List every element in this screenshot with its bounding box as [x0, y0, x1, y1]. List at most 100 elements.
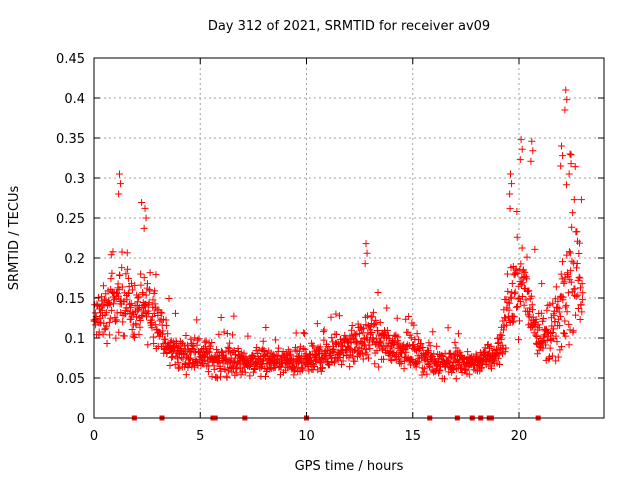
data-point — [563, 251, 571, 259]
data-point — [546, 301, 554, 309]
data-point — [575, 273, 583, 281]
data-point — [418, 371, 426, 379]
data-point — [477, 365, 485, 373]
data-point — [542, 341, 550, 349]
data-point — [374, 326, 382, 334]
data-point — [299, 344, 307, 352]
data-point — [388, 357, 396, 365]
data-point — [158, 309, 166, 317]
data-point — [272, 351, 280, 359]
data-point — [573, 228, 581, 236]
data-point — [315, 346, 323, 354]
data-point — [571, 285, 579, 293]
data-point — [179, 355, 187, 363]
y-tick-label: 0.45 — [56, 52, 85, 67]
data-point — [545, 353, 553, 361]
data-point — [135, 293, 143, 301]
data-point — [151, 287, 159, 295]
data-point — [132, 321, 140, 329]
data-point — [339, 351, 347, 359]
data-point — [190, 363, 198, 371]
data-point — [472, 366, 480, 374]
peak-point — [142, 214, 150, 222]
data-point — [118, 283, 126, 291]
data-point — [230, 346, 238, 354]
data-point — [438, 351, 446, 359]
data-point — [396, 359, 404, 367]
data-point — [215, 330, 223, 338]
data-point — [556, 322, 564, 330]
data-point — [194, 336, 202, 344]
axis-ticks — [93, 57, 604, 419]
peak-point — [506, 190, 514, 198]
data-point — [301, 345, 309, 353]
data-point — [150, 309, 158, 317]
data-point — [242, 353, 250, 361]
data-point — [337, 361, 345, 369]
data-point — [126, 300, 134, 308]
data-point — [232, 350, 240, 358]
y-tick-label: 0.15 — [56, 292, 85, 307]
data-point — [391, 352, 399, 360]
data-point — [528, 292, 536, 300]
data-point — [549, 325, 557, 333]
data-point — [210, 365, 218, 373]
data-point — [169, 338, 177, 346]
data-point — [387, 355, 395, 363]
data-point — [119, 318, 127, 326]
data-point — [523, 275, 531, 283]
data-point — [314, 366, 322, 374]
data-point — [201, 338, 209, 346]
data-point — [327, 313, 335, 321]
data-point — [413, 330, 421, 338]
peak-point — [363, 249, 371, 257]
data-point — [515, 336, 523, 344]
data-point — [394, 333, 402, 341]
data-point — [514, 269, 522, 277]
peak-point — [566, 150, 574, 158]
data-point — [572, 292, 580, 300]
data-point — [368, 313, 376, 321]
data-point — [452, 351, 460, 359]
data-point — [444, 358, 452, 366]
data-point — [372, 320, 380, 328]
data-point — [373, 347, 381, 355]
peak-point — [516, 156, 524, 164]
data-point — [523, 253, 531, 261]
data-point — [320, 328, 328, 336]
data-point — [327, 354, 335, 362]
data-point — [573, 259, 581, 267]
data-point — [564, 289, 572, 297]
data-point — [156, 317, 164, 325]
peak-point — [559, 152, 567, 160]
data-point — [498, 341, 506, 349]
peak-point — [117, 180, 125, 188]
data-point — [515, 317, 523, 325]
data-point — [275, 344, 283, 352]
data-point — [502, 344, 510, 352]
data-point — [130, 333, 138, 341]
data-point — [559, 293, 567, 301]
data-point — [510, 313, 518, 321]
peak-point — [527, 157, 535, 165]
peak-point — [115, 190, 123, 198]
y-tick-label: 0 — [77, 412, 85, 427]
data-point — [109, 248, 117, 256]
data-point — [563, 308, 571, 316]
data-point — [552, 283, 560, 291]
data-point — [197, 361, 205, 369]
data-point — [535, 324, 543, 332]
data-point — [214, 374, 222, 382]
data-point — [106, 331, 114, 339]
data-point — [533, 350, 541, 358]
data-point — [524, 311, 532, 319]
data-point — [369, 334, 377, 342]
data-point — [223, 330, 231, 338]
data-point — [365, 341, 373, 349]
data-point — [577, 301, 585, 309]
data-point — [137, 281, 145, 289]
data-point — [116, 271, 124, 279]
data-point — [446, 349, 454, 357]
data-point — [103, 340, 111, 348]
data-point — [158, 321, 166, 329]
